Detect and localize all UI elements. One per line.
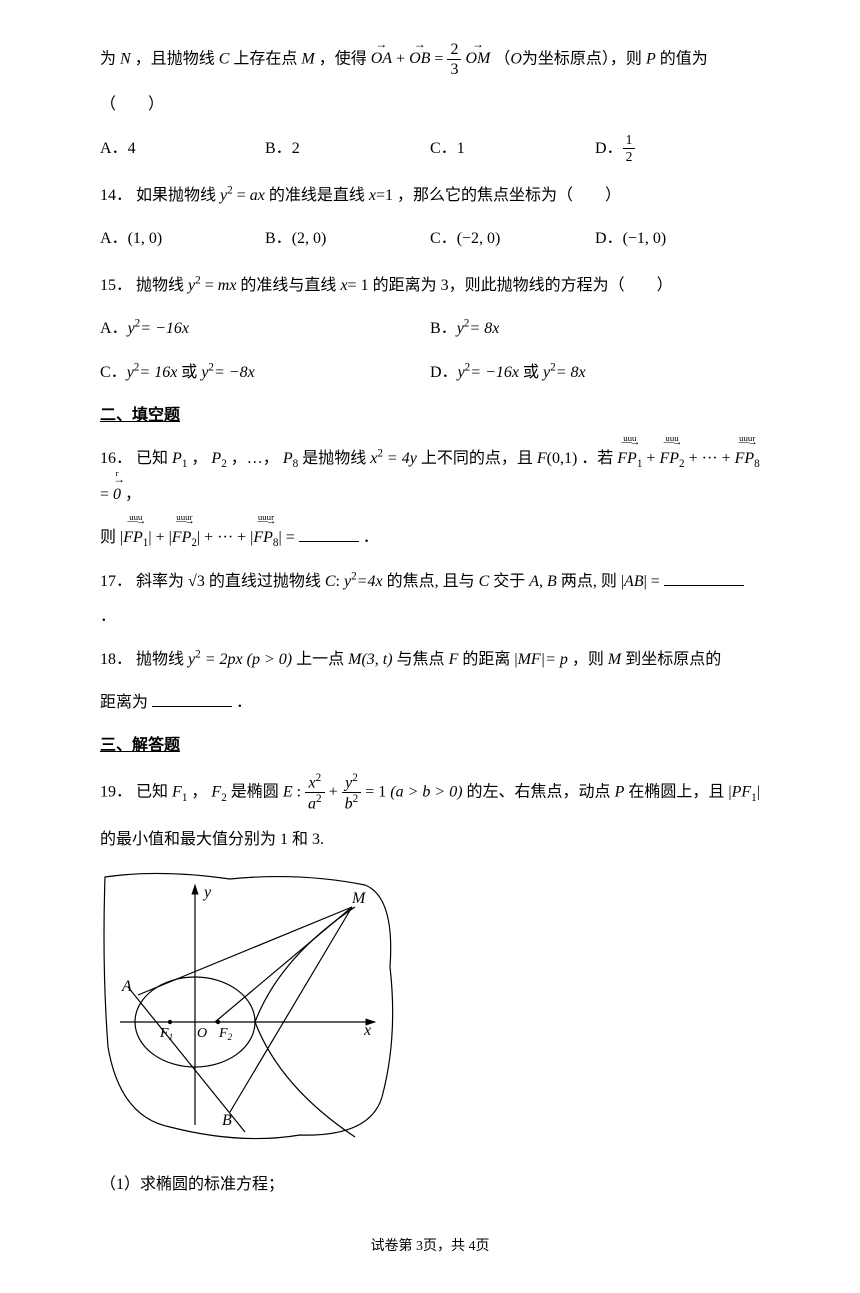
fig-M: M [351, 890, 367, 907]
var-p: P [646, 50, 656, 67]
eq: = [434, 50, 443, 67]
q14-options: A．(1, 0) B．(2, 0) C．(−2, 0) D．(−1, 0) [100, 221, 760, 256]
q13-options: A．4 B．2 C．1 D．12 [100, 131, 760, 166]
text: 如果抛物线 [136, 187, 216, 204]
frac-2-3: 23 [447, 40, 461, 79]
q15-options-row1: A．y2= −16x B．y2= 8x [100, 311, 760, 346]
q16-line2: 则 |uuuFP1| + |uuurFP2| + ··· + |uuurFP8|… [100, 520, 760, 556]
q14-opt-d: D．(−1, 0) [595, 221, 760, 256]
text: （ [494, 50, 510, 67]
q19-line2: 的最小值和最大值分别为 1 和 3. [100, 822, 760, 857]
q19-sub1: （1）求椭圆的标准方程； [100, 1167, 760, 1202]
q13-opt-b: B．2 [265, 131, 430, 166]
q19-line1: 19． 已知 F1 ， F2 是椭圆 E : x2a2 + y2b2 = 1 (… [100, 772, 760, 814]
q15-opt-c: C．y2= 16x 或 y2= −8x [100, 355, 430, 390]
q13-opt-a: A．4 [100, 131, 265, 166]
q13-opt-d: D．12 [595, 131, 760, 166]
vec-fp8: uuurFP8 [735, 441, 760, 477]
fig-A: A [121, 978, 132, 995]
q18-num: 18． [100, 651, 132, 668]
text: 抛物线 [136, 277, 184, 294]
q17: 17． 斜率为 √3 的直线过抛物线 C: y2=4x 的焦点, 且与 C 交于… [100, 564, 760, 634]
section-3-header: 三、解答题 [100, 728, 760, 763]
q18-line1: 18． 抛物线 y2 = 2px (p > 0) 上一点 M(3, t) 与焦点… [100, 642, 760, 677]
q18-line2: 距离为 ． [100, 685, 760, 720]
text: 为坐标原点），则 [522, 50, 642, 67]
q14-num: 14． [100, 187, 132, 204]
vec-ob: OB [409, 41, 430, 76]
text: ，且抛物线 [135, 50, 215, 67]
text: 为 [100, 50, 116, 67]
vec-fp2: uuuFP2 [659, 441, 684, 477]
q15-opt-d: D．y2= −16x 或 y2= 8x [430, 355, 760, 390]
q15-opt-b: B．y2= 8x [430, 311, 760, 346]
q15-opt-a: A．y2= −16x [100, 311, 430, 346]
var-m: M [301, 50, 314, 67]
ellipse-diagram-svg: y x A B M O F1 F2 [100, 867, 400, 1147]
text: 的距离为 3，则此抛物线的方程为（ ） [373, 277, 673, 294]
fig-x-label: x [363, 1022, 371, 1039]
text: 的值为 [660, 50, 708, 67]
text: 的准线与直线 [240, 277, 336, 294]
plus: + [396, 50, 405, 67]
frac-x2-a2: x2a2 [305, 772, 325, 814]
page-footer: 试卷第 3页，共 4页 [100, 1232, 760, 1263]
vec-fp1: uuuFP1 [617, 441, 642, 477]
vec-zero: r0 [113, 477, 121, 512]
vec-oa: OA [371, 41, 392, 76]
text: ，那么它的焦点坐标为（ ） [397, 187, 621, 204]
vec-om: OM [465, 41, 490, 76]
q16-line1: 16． 已知 P1 ， P2 ，…， P8 是抛物线 x2 = 4y 上不同的点… [100, 441, 760, 512]
text: 的准线是直线 [269, 187, 365, 204]
q15-num: 15． [100, 277, 132, 294]
q13-line1: 为 N ，且抛物线 C 上存在点 M ，使得 OA + OB = 23 OM （… [100, 40, 760, 79]
q14: 14． 如果抛物线 y2 = ax 的准线是直线 x=1 ，那么它的焦点坐标为（… [100, 178, 760, 213]
q15: 15． 抛物线 y2 = mx 的准线与直线 x= 1 的距离为 3，则此抛物线… [100, 268, 760, 303]
q14-opt-a: A．(1, 0) [100, 221, 265, 256]
var-c: C [219, 50, 230, 67]
q19-num: 19． [100, 783, 132, 800]
frac-y2-b2: y2b2 [342, 772, 362, 814]
q15-options-row2: C．y2= 16x 或 y2= −8x D．y2= −16x 或 y2= 8x [100, 355, 760, 390]
q14-opt-b: B．(2, 0) [265, 221, 430, 256]
q14-opt-c: C．(−2, 0) [430, 221, 595, 256]
fig-O: O [197, 1026, 207, 1041]
var-n: N [120, 50, 131, 67]
text: ，使得 [319, 50, 367, 67]
text: 上存在点 [233, 50, 297, 67]
var-o: O [510, 50, 522, 67]
q19-figure: y x A B M O F1 F2 [100, 867, 400, 1147]
q17-blank[interactable] [664, 569, 744, 586]
q13-opt-c: C．1 [430, 131, 595, 166]
q18-blank[interactable] [152, 690, 232, 707]
fig-y-label: y [202, 884, 212, 901]
q13-paren: （ ） [100, 87, 760, 122]
fig-B: B [222, 1112, 232, 1129]
q17-num: 17． [100, 573, 132, 590]
q16-blank[interactable] [299, 525, 359, 542]
